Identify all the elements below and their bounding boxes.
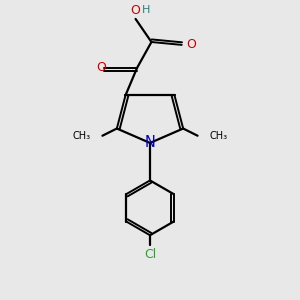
Text: O: O bbox=[97, 61, 106, 74]
Text: N: N bbox=[145, 135, 155, 150]
Text: O: O bbox=[130, 4, 140, 17]
Text: Cl: Cl bbox=[144, 248, 156, 261]
Text: CH₃: CH₃ bbox=[209, 131, 227, 141]
Text: O: O bbox=[186, 38, 196, 51]
Text: CH₃: CH₃ bbox=[73, 131, 91, 141]
Text: H: H bbox=[142, 5, 150, 15]
